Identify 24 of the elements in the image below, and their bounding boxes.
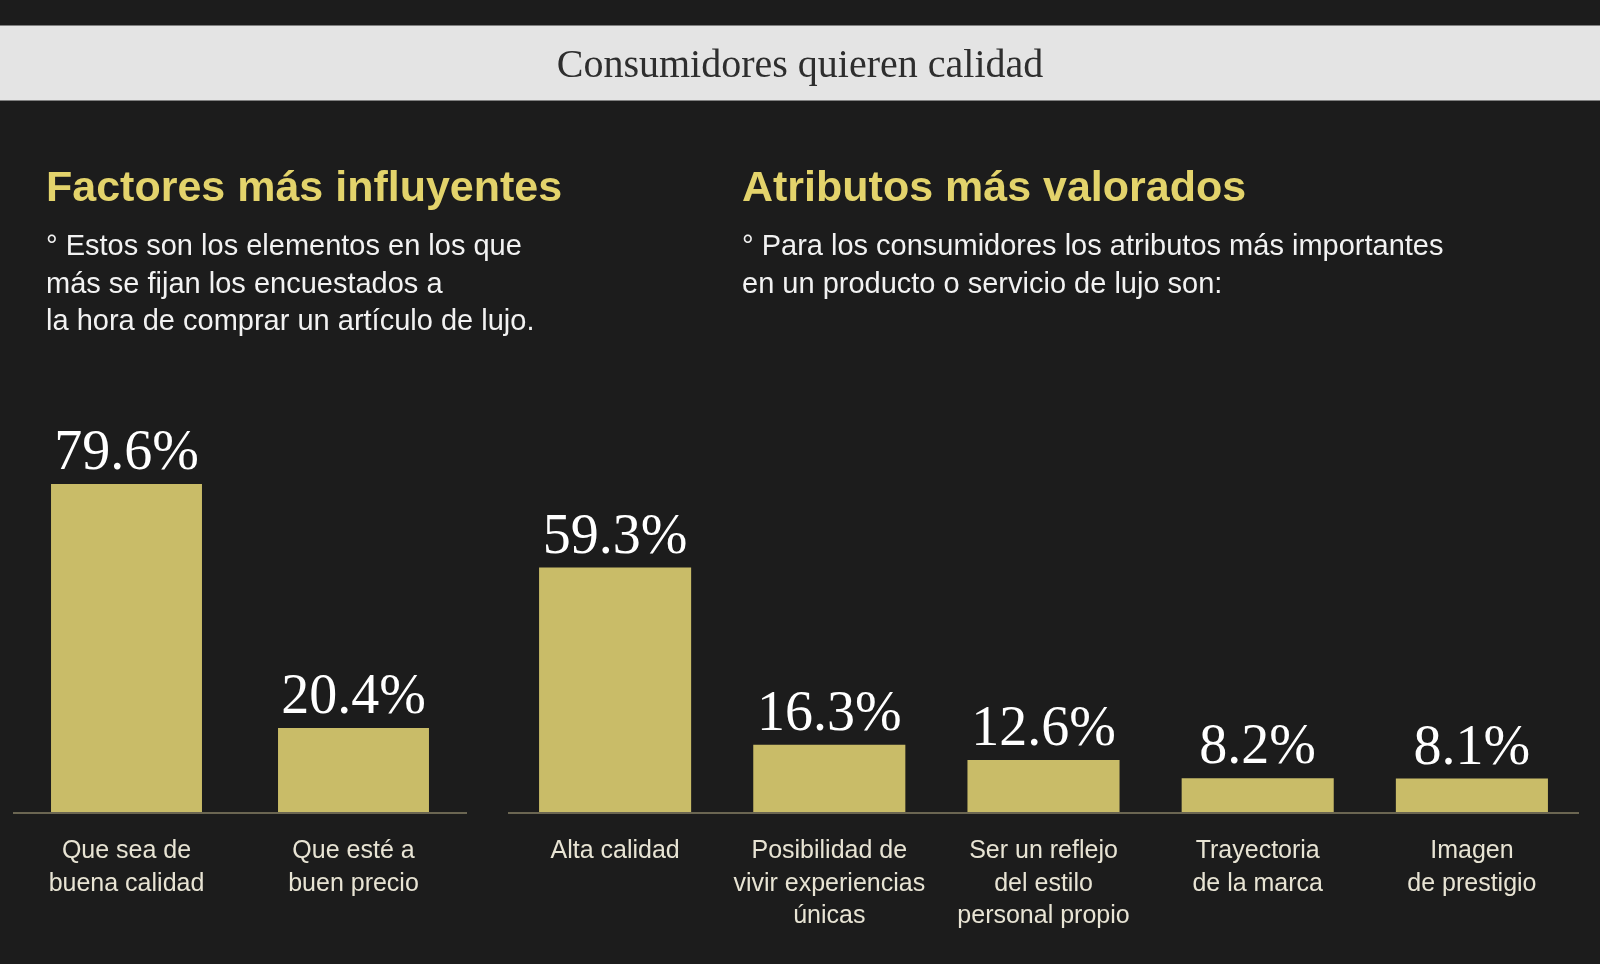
chart-title: Atributos más valorados: [742, 162, 1247, 210]
text: Consumidores quieren calidad: [556, 40, 1044, 86]
chart-subtitle: ° Estos son los elementos en los que más se fijan los encuestados a la hora de comprar un artículo de lujo.: [46, 229, 535, 337]
data-label: 79.6%: [54, 418, 199, 481]
x-tick-label: Trayectoria de la marca: [1192, 835, 1324, 896]
data-label: 20.4%: [281, 662, 426, 725]
x-tick-label: Alta calidad: [550, 835, 680, 863]
bar: [753, 744, 906, 812]
bar: [539, 567, 692, 812]
x-tick-label: Posibilidad de vivir experiencias únicas: [733, 835, 926, 928]
chart-subtitle: ° Para los consumidores los atributos más importantes en un producto o servicio de lujo son:: [742, 229, 1444, 299]
x-tick-label: Imagen de prestigio: [1407, 835, 1537, 896]
x-tick-label: Que esté a buen precio: [288, 835, 419, 896]
bar: [1395, 778, 1548, 812]
data-label: 12.6%: [971, 695, 1116, 758]
data-label: 16.3%: [756, 679, 902, 742]
data-label: 59.3%: [542, 502, 688, 565]
bar: [967, 760, 1120, 812]
chart-title: Factores más influyentes: [46, 162, 563, 210]
data-label: 8.2%: [1199, 713, 1317, 776]
x-tick-label: Ser un reflejo del estilo personal propio: [957, 835, 1130, 928]
data-label: 8.1%: [1413, 713, 1531, 776]
x-tick-label: Que sea de buena calidad: [48, 835, 205, 896]
bar: [1181, 778, 1334, 812]
